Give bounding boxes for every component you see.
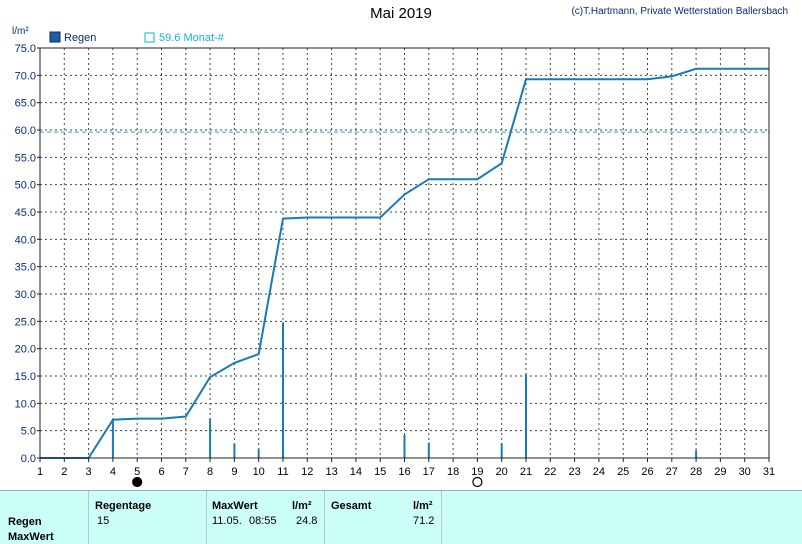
x-axis-ticks: 1 2 3 4 5 6 7 8 9 10 11 12 13 14 15 16 17 18 19 20 21 22 23 24 2… (37, 458, 775, 478)
new-moon-icon (132, 476, 143, 488)
max-value: 24.8 (296, 515, 318, 527)
legend-average-label: 59.6 Monat-# (159, 32, 225, 44)
rain-bar-day-16 (403, 435, 406, 458)
row-label-regen: Regen (8, 516, 42, 528)
y-axis-unit: l/m² (12, 26, 29, 37)
summary-panel: Regentage MaxWert l/m² Gesamt l/m² Regen… (0, 490, 802, 544)
y-tick-label: 70.0 (15, 70, 36, 82)
y-tick-label: 35.0 (15, 262, 36, 274)
x-tick-label: 27 (666, 466, 678, 478)
x-tick-label: 6 (158, 466, 164, 478)
max-date: 11.05. (212, 515, 242, 527)
x-tick-label: 10 (253, 466, 265, 478)
y-tick-label: 55.0 (15, 152, 36, 164)
x-tick-label: 2 (61, 466, 67, 478)
x-tick-label: 3 (86, 466, 92, 478)
daily-rain-bars (111, 322, 698, 458)
header-maxwert: MaxWert (212, 500, 258, 512)
y-tick-label: 60.0 (15, 125, 36, 137)
x-tick-label: 5 (134, 466, 140, 478)
x-tick-label: 20 (496, 466, 508, 478)
x-tick-label: 4 (110, 466, 116, 478)
chart-title: Mai 2019 (370, 5, 432, 22)
credit-text: (c)T.Hartmann, Private Wetterstation Bal… (571, 6, 788, 17)
y-tick-label: 0.0 (21, 453, 36, 465)
x-tick-label: 1 (37, 466, 43, 478)
grid (39, 47, 770, 459)
rain-bar-day-10 (257, 449, 260, 458)
max-time: 08:55 (249, 515, 277, 527)
full-moon-icon (472, 476, 483, 488)
y-tick-label: 40.0 (15, 234, 36, 246)
y-tick-label: 5.0 (21, 426, 36, 438)
y-tick-label: 45.0 (15, 207, 36, 219)
x-tick-label: 31 (763, 466, 775, 478)
y-tick-label: 30.0 (15, 289, 36, 301)
y-tick-label: 15.0 (15, 371, 36, 383)
legend-regen-swatch (49, 31, 61, 43)
x-tick-label: 9 (231, 466, 237, 478)
rain-bar-day-9 (233, 443, 236, 458)
regentage-value: 15 (97, 515, 110, 527)
y-tick-label: 50.0 (15, 180, 36, 192)
y-axis-ticks: 0.0 5.0 10.0 15.0 20.0 25.0 30.0 35.0 40.0 45.0 50… (15, 43, 40, 465)
x-tick-label: 14 (350, 466, 362, 478)
legend: Regen 59.6 Monat-# (49, 31, 225, 44)
cumulative-rain-line (40, 67, 769, 459)
x-tick-label: 8 (207, 466, 213, 478)
x-tick-label: 16 (398, 466, 410, 478)
x-tick-label: 23 (568, 466, 580, 478)
y-tick-label: 25.0 (15, 316, 36, 328)
y-tick-label: 75.0 (15, 43, 36, 55)
x-tick-label: 30 (739, 466, 751, 478)
rain-bar-day-8 (209, 418, 212, 458)
rain-chart: 0.0 5.0 10.0 15.0 20.0 25.0 30.0 35.0 40.0 45.0 50… (15, 31, 775, 488)
x-tick-label: 22 (544, 466, 556, 478)
moon-markers (132, 476, 483, 488)
rain-bar-day-21 (525, 374, 527, 458)
header-gesamt: Gesamt (331, 500, 372, 512)
x-tick-label: 25 (617, 466, 629, 478)
legend-regen-label: Regen (64, 32, 96, 44)
header-regentage: Regentage (95, 500, 152, 512)
header-unit-total: l/m² (413, 500, 433, 512)
rain-bar-day-20 (500, 443, 503, 458)
x-tick-label: 7 (183, 466, 189, 478)
y-tick-label: 20.0 (15, 344, 36, 356)
y-tick-label: 65.0 (15, 98, 36, 110)
x-tick-label: 24 (593, 466, 605, 478)
x-tick-label: 12 (301, 466, 313, 478)
rain-bar-day-28 (695, 450, 698, 458)
y-tick-label: 10.0 (15, 398, 36, 410)
x-tick-label: 11 (277, 466, 288, 478)
gesamt-value: 71.2 (413, 515, 435, 527)
x-tick-label: 26 (641, 466, 653, 478)
x-tick-label: 28 (690, 466, 702, 478)
rain-bar-day-11 (282, 322, 284, 458)
x-tick-label: 29 (714, 466, 726, 478)
row-label-maxwert: MaxWert (8, 531, 54, 543)
x-tick-label: 17 (423, 466, 435, 478)
x-tick-label: 18 (447, 466, 459, 478)
x-tick-label: 15 (374, 466, 386, 478)
cumulative-line (40, 67, 769, 459)
header-unit-max: l/m² (292, 500, 312, 512)
rain-bar-day-4 (111, 419, 114, 458)
x-tick-label: 19 (471, 466, 483, 478)
legend-average-swatch (144, 32, 155, 43)
x-tick-label: 21 (520, 466, 532, 478)
x-tick-label: 13 (325, 466, 337, 478)
rain-bar-day-17 (427, 442, 430, 458)
